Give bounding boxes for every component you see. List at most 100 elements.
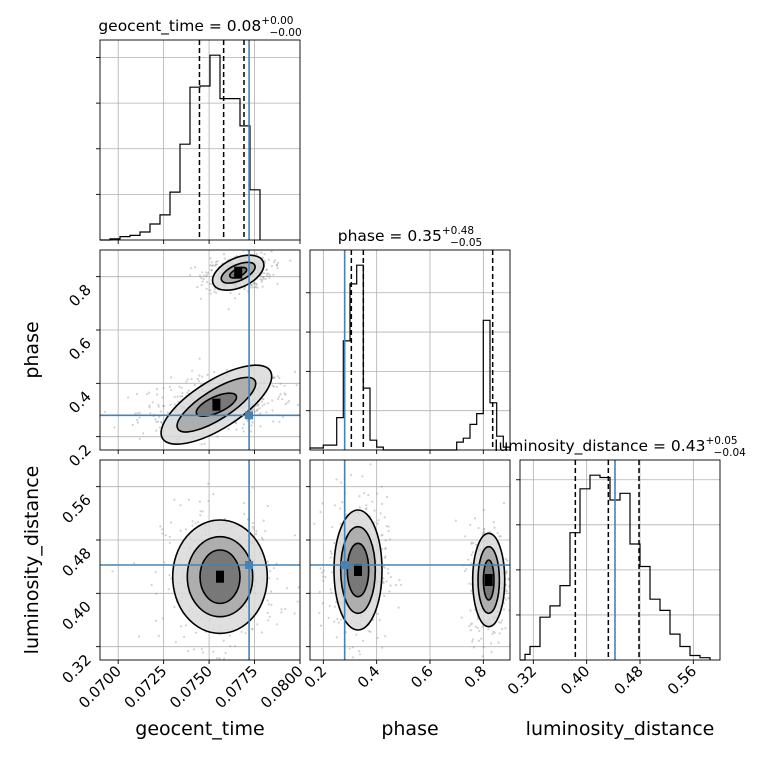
scatter-point — [213, 288, 216, 291]
scatter-point — [470, 542, 473, 545]
scatter-point — [328, 604, 331, 608]
scatter-point — [138, 416, 141, 419]
xaxis-label-geocent-time: geocent_time — [135, 718, 264, 740]
scatter-point — [271, 384, 274, 387]
scatter-point — [498, 632, 501, 635]
scatter-point — [276, 264, 279, 267]
scatter-point — [487, 628, 490, 631]
scatter-point — [180, 386, 183, 389]
scatter-point — [157, 634, 160, 638]
scatter-point — [213, 264, 217, 267]
scatter-point — [233, 645, 237, 648]
scatter-point — [324, 575, 327, 579]
scatter-point — [162, 404, 165, 408]
scatter-point — [259, 412, 262, 415]
scatter-point — [331, 571, 334, 574]
scatter-point — [504, 598, 507, 601]
scatter-point — [264, 278, 267, 281]
scatter-point — [191, 524, 194, 527]
yaxis-label-luminosity-distance: luminosity_distance — [21, 466, 43, 655]
scatter-point — [382, 580, 385, 583]
scatter-point — [254, 532, 258, 536]
scatter-point — [230, 660, 232, 662]
scatter-point — [469, 629, 472, 632]
scatter-point — [194, 522, 197, 525]
scatter-point — [470, 562, 473, 565]
scatter-point — [233, 665, 235, 667]
scatter-point — [477, 526, 480, 530]
scatter-point — [368, 630, 371, 633]
scatter-point — [254, 282, 257, 285]
scatter-point — [163, 561, 166, 564]
scatter-point — [475, 543, 478, 546]
scatter-point — [280, 611, 283, 614]
truth-marker — [340, 561, 349, 569]
scatter-point — [320, 423, 322, 425]
scatter-point — [154, 418, 157, 421]
scatter-point — [483, 530, 486, 534]
scatter-point — [273, 376, 276, 379]
scatter-point — [197, 380, 201, 383]
ytick-label-luminosity_distance: 0.40 — [58, 597, 94, 633]
scatter-point — [506, 559, 509, 562]
scatter-point — [276, 266, 279, 270]
scatter-point — [266, 402, 270, 405]
scatter-point — [504, 589, 507, 592]
scatter-point — [355, 633, 358, 636]
scatter-point — [268, 276, 271, 279]
scatter-point — [483, 527, 486, 530]
scatter-point — [194, 631, 198, 634]
scatter-point — [377, 519, 380, 522]
scatter-point — [333, 620, 336, 623]
scatter-point — [470, 553, 473, 556]
scatter-point — [378, 618, 381, 622]
scatter-point — [197, 520, 200, 524]
scatter-point — [200, 277, 203, 280]
scatter-point — [261, 538, 265, 541]
scatter-point — [252, 282, 255, 285]
scatter-point — [376, 612, 379, 616]
scatter-point — [170, 376, 173, 379]
scatter-point — [280, 608, 283, 611]
scatter-point — [382, 582, 385, 585]
scatter-point — [185, 528, 188, 531]
scatter-point — [215, 291, 218, 295]
scatter-point — [270, 250, 273, 253]
scatter-point — [293, 534, 297, 537]
scatter-point — [168, 541, 171, 544]
scatter-point — [252, 521, 255, 525]
scatter-point — [351, 656, 354, 659]
scatter-point — [331, 526, 334, 529]
scatter-point — [468, 582, 471, 585]
scatter-point — [136, 421, 140, 424]
scatter-point — [169, 577, 173, 580]
scatter-point — [476, 626, 479, 630]
scatter-point — [135, 392, 138, 396]
scatter-point — [209, 289, 212, 292]
scatter-point — [468, 625, 471, 628]
scatter-point — [242, 423, 246, 426]
scatter-point — [497, 641, 500, 644]
scatter-point — [255, 252, 258, 255]
scatter-point — [266, 599, 269, 602]
scatter-point — [253, 410, 256, 414]
scatter-point — [386, 495, 389, 499]
scatter-point — [207, 482, 210, 485]
scatter-point — [287, 399, 291, 403]
scatter-point — [168, 535, 171, 538]
scatter-point — [103, 410, 106, 413]
scatter-point — [363, 492, 366, 495]
scatter-point — [210, 268, 213, 272]
xtick-label-phase: 0.6 — [407, 662, 437, 692]
scatter-point — [383, 566, 386, 569]
scatter-point — [333, 541, 336, 545]
scatter-point — [467, 558, 470, 561]
scatter-point — [191, 520, 194, 523]
scatter-point — [389, 576, 392, 579]
scatter-point — [148, 404, 151, 407]
scatter-point — [383, 594, 386, 598]
scatter-point — [397, 606, 400, 609]
scatter-point — [211, 264, 214, 267]
scatter-point — [131, 423, 134, 426]
